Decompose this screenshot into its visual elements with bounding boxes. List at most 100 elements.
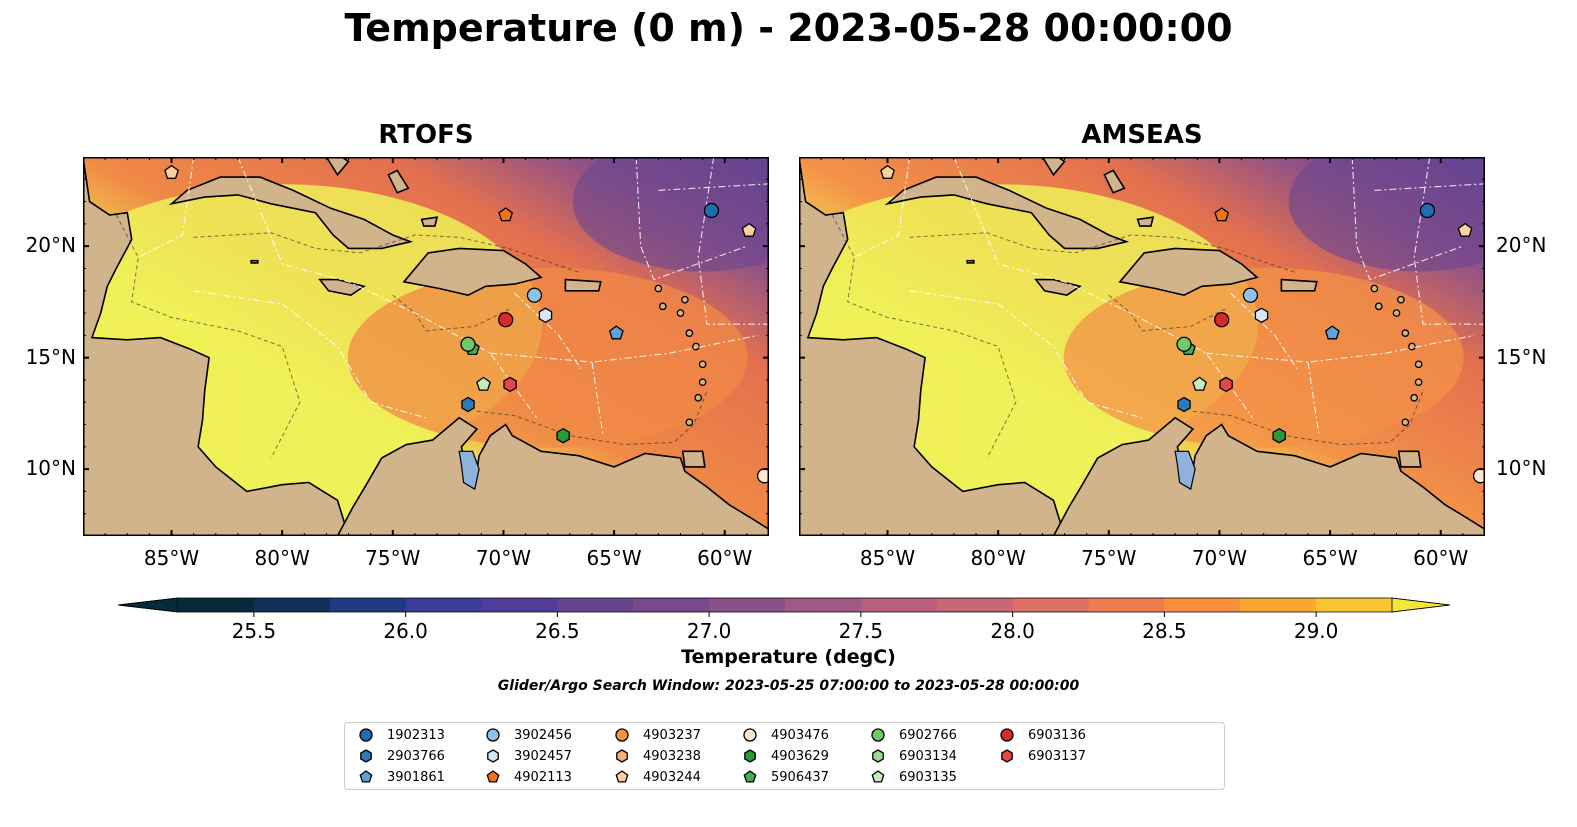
float-marker-4902113: [498, 207, 514, 222]
legend-marker-pentagon: [359, 770, 373, 783]
lat-tick-label: 10°N: [25, 456, 76, 481]
float-marker-2903766: [461, 396, 475, 413]
colorbar-bin: [178, 598, 255, 612]
colorbar-tick-label: 27.0: [687, 619, 732, 642]
lon-tick-label: 80°W: [254, 546, 310, 570]
land-hispaniola: [1118, 247, 1259, 297]
land-bahamas-a: [1041, 157, 1066, 177]
island: [1414, 378, 1423, 387]
colorbar: 25.5 26.0 26.5 27.0 27.5 28.0 28.5 29.0: [118, 597, 1451, 642]
legend-label: 4903237: [643, 727, 701, 743]
legend-marker-pentagon: [615, 770, 629, 783]
colorbar-bin: [936, 598, 1014, 612]
float-marker-6903136: [498, 312, 514, 328]
legend-item: 4903244: [613, 767, 701, 787]
island: [681, 295, 689, 304]
land-bahamas-b: [1103, 169, 1126, 194]
legend-label: 3902456: [514, 727, 572, 743]
float-marker-6902766: [460, 336, 476, 352]
land-grand-cayman: [250, 259, 259, 264]
legend-marker-circle: [1000, 728, 1014, 742]
colorbar-tick-label: 27.5: [839, 619, 884, 642]
colorbar-bin: [860, 598, 938, 612]
land-jamaica: [318, 278, 366, 297]
legend-marker-hexagon: [744, 749, 756, 763]
eez-boundary-line: [1374, 183, 1485, 191]
legend-item: 1902313: [357, 725, 445, 745]
lat-tick-label: 15°N: [25, 344, 76, 369]
float-marker-4903244: [164, 164, 179, 179]
float-marker-3902456: [1242, 287, 1259, 303]
isobath-line: [193, 232, 582, 274]
lon-tick-label: 65°W: [586, 546, 642, 570]
legend-label: 3902457: [514, 748, 572, 764]
land-central-america: [83, 157, 350, 536]
legend-marker-circle: [359, 728, 373, 742]
legend-label: 6903134: [899, 748, 957, 764]
lake-maracaibo: [458, 450, 480, 491]
legend-marker-pentagon: [871, 770, 885, 783]
island: [1374, 302, 1383, 311]
legend-marker-pentagon: [486, 770, 500, 783]
search-window-note: Glider/Argo Search Window: 2023-05-25 07…: [497, 678, 1080, 694]
map-panel-amseas: [799, 157, 1485, 536]
legend-label: 2903766: [387, 748, 445, 764]
island: [1408, 342, 1416, 351]
lon-tick-label: 65°W: [1302, 546, 1358, 570]
island: [1410, 393, 1419, 402]
eez-boundary-line: [514, 292, 582, 370]
island: [692, 342, 700, 351]
lat-tick-label: 10°N: [1496, 456, 1547, 481]
float-marker-3902457: [1254, 307, 1269, 324]
land-south-america: [336, 416, 769, 536]
legend-marker-circle: [743, 728, 757, 742]
land-south-america: [1052, 416, 1485, 536]
legend-item: 4903476: [741, 725, 829, 745]
float-marker-6903137: [1219, 376, 1233, 393]
float-legend: 1902313 2903766 3901861 3902456 3902457 49021…: [344, 722, 1225, 790]
float-marker-4902113: [1214, 207, 1230, 222]
legend-item: 4903237: [613, 725, 701, 745]
eez-boundary-line: [909, 290, 1143, 419]
eez-boundary-line: [1351, 157, 1464, 281]
colorbar-outline: [118, 597, 1451, 613]
island: [1370, 284, 1379, 293]
land-bahamas-b: [387, 169, 410, 194]
float-marker-6902766: [1176, 336, 1192, 352]
eez-boundary-line: [591, 362, 604, 436]
float-marker-1902313: [703, 202, 720, 219]
island: [676, 309, 685, 317]
lat-tick-label: 15°N: [1496, 344, 1547, 369]
legend-item: 2903766: [357, 746, 445, 766]
island: [1397, 295, 1405, 304]
colorbar-bin: [709, 598, 786, 612]
float-marker-4903476: [756, 468, 769, 484]
map-frame: [799, 157, 1485, 536]
legend-marker-hexagon: [1001, 749, 1013, 763]
float-marker-2903766: [1177, 396, 1191, 413]
panel-title-amseas: AMSEAS: [1081, 120, 1203, 150]
land-central-america: [799, 157, 1066, 536]
float-marker-3902457: [538, 307, 553, 324]
warm-water-zone: [347, 267, 748, 448]
island: [654, 284, 663, 293]
eez-boundary-line: [635, 157, 748, 281]
colorbar-tick-label: 29.0: [1294, 619, 1339, 642]
colorbar-tick-label: 26.5: [535, 619, 580, 642]
colorbar-tick-label: 26.0: [383, 619, 428, 642]
eez-boundary-line: [490, 334, 759, 363]
legend-item: 4903629: [741, 746, 829, 766]
map-frame: [83, 157, 769, 536]
colorbar-bin: [633, 598, 710, 612]
eez-boundary-line: [193, 290, 427, 419]
lon-tick-label: 85°W: [143, 546, 200, 570]
land-trinidad: [681, 450, 706, 468]
float-marker-6903135: [1192, 376, 1207, 391]
colorbar-tick-label: 28.5: [1142, 619, 1187, 642]
land-jamaica: [1034, 278, 1082, 297]
float-marker-3901861: [1324, 325, 1340, 340]
colorbar-tick-label: 25.5: [232, 619, 277, 642]
lon-tick-label: 60°W: [1413, 546, 1469, 570]
land-grand-cayman: [966, 259, 975, 264]
land-puerto-rico: [1280, 278, 1318, 292]
